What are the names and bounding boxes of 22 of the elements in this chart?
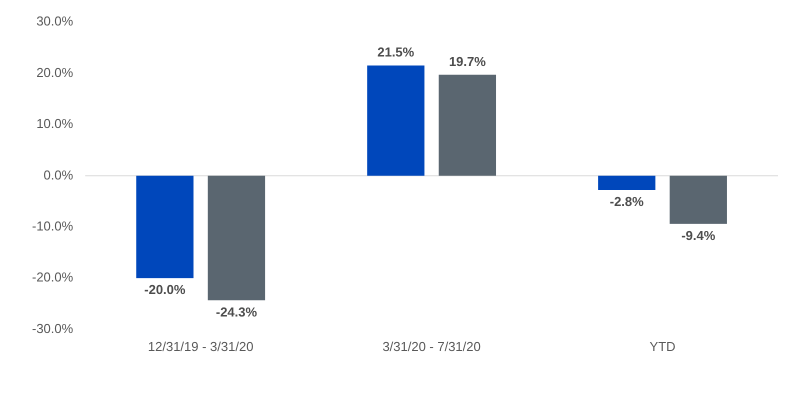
y-tick-label: -20.0% bbox=[32, 270, 74, 285]
y-tick-label: 20.0% bbox=[36, 64, 74, 80]
data-label: -2.8% bbox=[610, 194, 644, 210]
data-label: -20.0% bbox=[144, 282, 186, 298]
y-tick-label: 10.0% bbox=[36, 116, 74, 132]
bar bbox=[367, 66, 424, 176]
bar bbox=[438, 74, 496, 176]
bar bbox=[598, 176, 656, 190]
bar bbox=[670, 176, 727, 224]
y-tick-label: 30.0% bbox=[36, 14, 74, 29]
x-tick-label: 3/31/20 - 7/31/20 bbox=[382, 338, 481, 354]
data-label: -9.4% bbox=[681, 228, 716, 243]
x-tick-label: YTD bbox=[650, 338, 676, 354]
y-tick-label: -30.0% bbox=[32, 320, 74, 336]
y-tick-label: 0.0% bbox=[44, 167, 74, 182]
bar bbox=[136, 176, 194, 278]
data-label: 21.5% bbox=[377, 44, 415, 60]
y-tick-label: -10.0% bbox=[32, 218, 74, 234]
data-label: 19.7% bbox=[448, 54, 486, 69]
data-label: -24.3% bbox=[216, 304, 258, 320]
x-tick-label: 12/31/19 - 3/31/20 bbox=[148, 338, 254, 354]
bar bbox=[208, 176, 266, 300]
